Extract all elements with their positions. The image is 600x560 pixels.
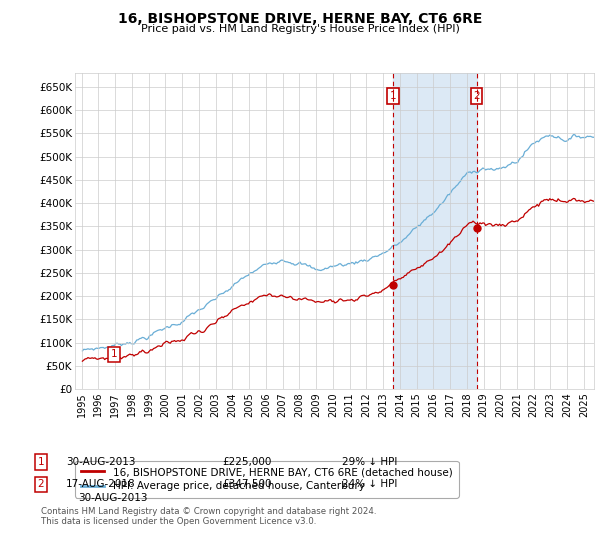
Text: 30-AUG-2013: 30-AUG-2013 (66, 457, 136, 467)
Text: 29% ↓ HPI: 29% ↓ HPI (342, 457, 397, 467)
Text: 2: 2 (37, 479, 44, 489)
Text: 17-AUG-2018: 17-AUG-2018 (66, 479, 136, 489)
Text: 1: 1 (37, 457, 44, 467)
Text: £225,000: £225,000 (222, 457, 271, 467)
Text: 30-AUG-2013: 30-AUG-2013 (78, 493, 148, 503)
Text: 1: 1 (389, 91, 396, 101)
Text: 16, BISHOPSTONE DRIVE, HERNE BAY, CT6 6RE: 16, BISHOPSTONE DRIVE, HERNE BAY, CT6 6R… (118, 12, 482, 26)
Text: 1: 1 (110, 349, 117, 360)
Text: 2: 2 (473, 91, 480, 101)
Legend: 16, BISHOPSTONE DRIVE, HERNE BAY, CT6 6RE (detached house), HPI: Average price, : 16, BISHOPSTONE DRIVE, HERNE BAY, CT6 6R… (75, 461, 458, 497)
Text: Price paid vs. HM Land Registry's House Price Index (HPI): Price paid vs. HM Land Registry's House … (140, 24, 460, 34)
Text: £347,500: £347,500 (222, 479, 271, 489)
Text: Contains HM Land Registry data © Crown copyright and database right 2024.
This d: Contains HM Land Registry data © Crown c… (41, 507, 376, 526)
Text: 24% ↓ HPI: 24% ↓ HPI (342, 479, 397, 489)
Bar (393, 73, 476, 389)
